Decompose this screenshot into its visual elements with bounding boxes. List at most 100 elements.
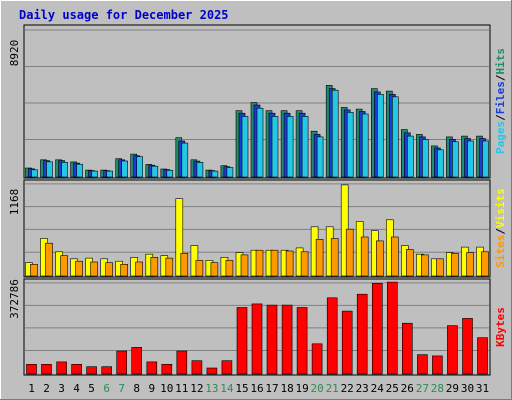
panel-kbytes: 372786 KBytes bbox=[8, 278, 507, 376]
bar-visits-sites-day-21 bbox=[330, 238, 339, 277]
bar-kbytes-kbytes-day-28 bbox=[432, 355, 443, 375]
bar-visits-sites-day-2 bbox=[45, 242, 53, 277]
bar-kbytes-kbytes-day-18 bbox=[281, 304, 293, 375]
bar-kbytes-kbytes-day-8 bbox=[131, 347, 142, 375]
x-tick-label-day-29: 29 bbox=[446, 382, 459, 395]
bar-traffic-pages-day-14 bbox=[226, 167, 234, 178]
bar-kbytes-kbytes-day-9 bbox=[146, 361, 158, 375]
bar-visits-sites-day-22 bbox=[345, 228, 354, 277]
bar-visits-sites-day-18 bbox=[285, 250, 294, 277]
bar-kbytes-kbytes-day-20 bbox=[311, 343, 323, 375]
x-tick-label-day-3: 3 bbox=[58, 382, 65, 395]
legend-item: Files bbox=[494, 81, 507, 114]
bar-kbytes-kbytes-day-2 bbox=[41, 363, 52, 375]
bar-traffic-pages-day-20 bbox=[316, 136, 324, 178]
panel-visits-legend: Sites/Visits bbox=[494, 188, 507, 268]
bar-kbytes-kbytes-day-27 bbox=[417, 354, 428, 375]
bar-kbytes-kbytes-day-15 bbox=[236, 307, 248, 375]
bar-kbytes-kbytes-day-10 bbox=[161, 363, 173, 375]
bar-kbytes-kbytes-day-26 bbox=[401, 322, 413, 375]
bar-visits-sites-day-5 bbox=[90, 261, 98, 277]
bar-kbytes-kbytes-day-25 bbox=[386, 281, 398, 375]
x-tick-label-day-19: 19 bbox=[295, 382, 308, 395]
bar-traffic-pages-day-4 bbox=[76, 163, 83, 178]
panel-traffic-ymax-label: 8920 bbox=[8, 40, 21, 67]
bar-traffic-pages-day-8 bbox=[136, 156, 143, 178]
bar-visits-sites-day-3 bbox=[60, 255, 68, 277]
chart-title: Daily usage for December 2025 bbox=[19, 8, 229, 22]
bar-kbytes-kbytes-day-1 bbox=[26, 363, 37, 375]
bar-kbytes-kbytes-day-6 bbox=[101, 366, 112, 375]
bar-kbytes-kbytes-day-14 bbox=[221, 360, 233, 375]
bar-visits-sites-day-17 bbox=[270, 249, 279, 277]
bar-visits-sites-day-27 bbox=[421, 254, 429, 277]
x-tick-label-day-22: 22 bbox=[341, 382, 354, 395]
x-tick-label-day-7: 7 bbox=[118, 382, 125, 395]
x-tick-label-day-2: 2 bbox=[43, 382, 50, 395]
bar-traffic-pages-day-23 bbox=[361, 113, 369, 178]
bar-visits-sites-day-9 bbox=[150, 256, 159, 277]
x-tick-label-day-20: 20 bbox=[310, 382, 323, 395]
bar-visits-sites-day-6 bbox=[105, 262, 113, 277]
bar-visits-sites-day-28 bbox=[436, 258, 444, 277]
bar-visits-sites-day-31 bbox=[481, 251, 489, 277]
bar-traffic-pages-day-10 bbox=[166, 170, 174, 178]
legend-item: Pages bbox=[494, 121, 507, 154]
bar-traffic-pages-day-2 bbox=[46, 161, 53, 178]
bar-visits-sites-day-8 bbox=[135, 261, 143, 277]
x-tick-label-day-26: 26 bbox=[401, 382, 414, 395]
bar-kbytes-kbytes-day-11 bbox=[176, 350, 188, 375]
bar-visits-sites-day-24 bbox=[375, 240, 384, 277]
bar-traffic-pages-day-29 bbox=[452, 141, 459, 178]
bar-traffic-pages-day-18 bbox=[286, 116, 294, 178]
bar-kbytes-kbytes-day-22 bbox=[341, 310, 353, 375]
bar-visits-sites-day-16 bbox=[255, 249, 264, 277]
bar-kbytes-kbytes-day-21 bbox=[326, 297, 338, 375]
bar-visits-sites-day-29 bbox=[451, 253, 459, 277]
bar-visits-sites-day-14 bbox=[225, 260, 234, 277]
bar-visits-sites-day-11 bbox=[180, 253, 189, 277]
bar-kbytes-kbytes-day-29 bbox=[447, 325, 458, 375]
bar-kbytes-kbytes-day-24 bbox=[371, 282, 383, 375]
bar-kbytes-kbytes-day-23 bbox=[356, 293, 368, 375]
bar-kbytes-kbytes-day-12 bbox=[191, 360, 203, 375]
x-axis: 1 2 3 4 5 6 7 8 9 10 11 12 13 14 15 16 17 18 19 20 21 22 23 24 2… bbox=[28, 382, 489, 395]
x-tick-label-day-4: 4 bbox=[73, 382, 80, 395]
x-tick-label-day-21: 21 bbox=[326, 382, 339, 395]
bar-traffic-pages-day-25 bbox=[391, 96, 399, 178]
bar-kbytes-kbytes-day-19 bbox=[296, 307, 308, 375]
x-tick-label-day-1: 1 bbox=[28, 382, 35, 395]
bar-traffic-pages-day-7 bbox=[121, 160, 128, 178]
bar-kbytes-kbytes-day-3 bbox=[56, 361, 67, 375]
x-tick-label-day-14: 14 bbox=[220, 382, 234, 395]
x-tick-label-day-18: 18 bbox=[280, 382, 293, 395]
panel-kbytes-ymax-label: 372786 bbox=[8, 279, 21, 319]
bar-kbytes-kbytes-day-31 bbox=[477, 337, 488, 375]
bar-traffic-pages-day-17 bbox=[271, 116, 279, 178]
bar-traffic-pages-day-3 bbox=[61, 162, 68, 178]
panel-traffic-legend: Pages/Files/Hits bbox=[494, 48, 507, 154]
panels: 8920 Pages/Files/Hits 1168Sites/Visits3727… bbox=[8, 24, 507, 376]
x-tick-label-day-6: 6 bbox=[103, 382, 110, 395]
panel-traffic: 8920 Pages/Files/Hits bbox=[8, 24, 507, 179]
x-tick-label-day-25: 25 bbox=[386, 382, 399, 395]
x-tick-label-day-12: 12 bbox=[190, 382, 203, 395]
legend-item: / bbox=[494, 228, 507, 235]
bar-visits-sites-day-15 bbox=[240, 254, 249, 277]
panel-visits: 1168 Sites/Visits bbox=[8, 179, 507, 278]
x-tick-label-day-17: 17 bbox=[265, 382, 278, 395]
bar-visits-sites-day-12 bbox=[195, 260, 204, 277]
bar-traffic-pages-day-5 bbox=[91, 170, 98, 178]
x-tick-label-day-15: 15 bbox=[235, 382, 248, 395]
bar-kbytes-kbytes-day-7 bbox=[116, 350, 127, 375]
x-tick-label-day-13: 13 bbox=[205, 382, 218, 395]
panel-kbytes-legend: KBytes bbox=[494, 307, 507, 347]
bar-visits-sites-day-4 bbox=[75, 260, 83, 277]
bar-kbytes-kbytes-day-13 bbox=[206, 367, 218, 375]
x-tick-label-day-16: 16 bbox=[250, 382, 263, 395]
bar-traffic-pages-day-12 bbox=[196, 162, 204, 178]
legend-item: / bbox=[494, 114, 507, 121]
bar-traffic-pages-day-27 bbox=[422, 139, 429, 178]
bar-traffic-pages-day-6 bbox=[106, 170, 113, 178]
